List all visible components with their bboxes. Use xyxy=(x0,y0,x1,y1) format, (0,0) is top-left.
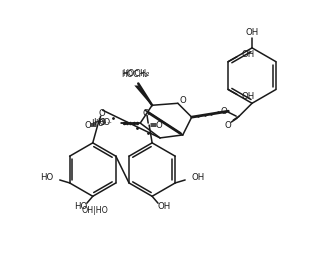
Text: HOCH₂: HOCH₂ xyxy=(123,69,150,78)
Polygon shape xyxy=(134,86,153,105)
Text: HO: HO xyxy=(74,202,87,211)
Text: HOCH₂: HOCH₂ xyxy=(121,70,148,79)
Text: O: O xyxy=(143,109,150,118)
Text: O: O xyxy=(156,121,162,129)
Text: O: O xyxy=(84,121,91,129)
Text: HO: HO xyxy=(97,118,111,127)
Text: OH: OH xyxy=(191,173,204,183)
Text: O: O xyxy=(98,109,105,118)
Text: HO: HO xyxy=(40,173,54,183)
Text: OH: OH xyxy=(245,28,259,37)
Text: OH: OH xyxy=(157,202,170,211)
Text: OH|HO: OH|HO xyxy=(81,206,108,215)
Text: OH: OH xyxy=(241,50,255,59)
Text: HO: HO xyxy=(93,118,107,127)
Text: O: O xyxy=(179,96,186,105)
Text: O: O xyxy=(225,121,232,129)
Text: O: O xyxy=(221,107,228,116)
Text: HO···: HO··· xyxy=(91,119,112,128)
Text: OH: OH xyxy=(241,92,255,101)
